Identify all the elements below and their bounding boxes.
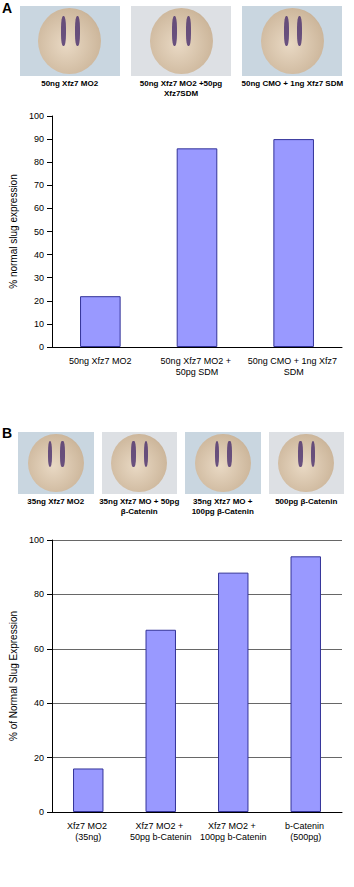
svg-text:Xfz7 MO2 +: Xfz7 MO2 +: [136, 821, 186, 831]
svg-text:80: 80: [34, 589, 44, 599]
html-text:B: B: [2, 425, 13, 441]
svg-text:50pg SDM: 50pg SDM: [176, 367, 219, 377]
svg-text:20: 20: [34, 753, 44, 763]
svg-text:20: 20: [34, 296, 44, 306]
svg-text:10: 10: [34, 319, 44, 329]
svg-text:50pg b-Catenin: 50pg b-Catenin: [130, 832, 192, 842]
svg-text:b-Catenin: b-Catenin: [285, 821, 327, 831]
svg-text:100: 100: [29, 111, 44, 121]
svg-text:0: 0: [39, 807, 44, 817]
svg-text:70: 70: [34, 180, 44, 190]
html-text:50ng Xfz7 MO2: 50ng Xfz7 MO2: [41, 79, 99, 88]
svg-text:100pg b-Catenin: 100pg b-Catenin: [200, 832, 267, 842]
svg-text:60: 60: [34, 203, 44, 213]
svg-text:50ng Xfz7 MO2 +: 50ng Xfz7 MO2 +: [161, 356, 234, 366]
svg-text:100: 100: [29, 535, 44, 545]
svg-text:50: 50: [34, 227, 44, 237]
html-text:35ng Xfz7 MO + 100pg β-Catenin: 35ng Xfz7 MO + 100pg β-Catenin: [191, 497, 254, 516]
html-text:50ng CMO + 1ng Xfz7 SDM: 50ng CMO + 1ng Xfz7 SDM: [241, 79, 344, 88]
svg-text:30: 30: [34, 273, 44, 283]
html-text:500pg β-Catenin: 500pg β-Catenin: [275, 497, 338, 506]
svg-text:(35ng): (35ng): [75, 832, 101, 842]
html-text:35ng Xfz7 MO + 50pg β-Catenin: 35ng Xfz7 MO + 50pg β-Catenin: [99, 497, 180, 516]
svg-text:% normal slug expression: % normal slug expression: [8, 174, 19, 289]
svg-text:40: 40: [34, 698, 44, 708]
svg-text:Xfz7 MO2 +: Xfz7 MO2 +: [208, 821, 258, 831]
svg-text:0: 0: [39, 342, 44, 352]
svg-text:80: 80: [34, 157, 44, 167]
svg-text:% of Normal Slug Expression: % of Normal Slug Expression: [8, 611, 19, 741]
svg-text:40: 40: [34, 250, 44, 260]
html-text:35ng Xfz7 MO2: 35ng Xfz7 MO2: [27, 497, 85, 506]
svg-text:90: 90: [34, 134, 44, 144]
svg-text:60: 60: [34, 644, 44, 654]
svg-text:(500pg): (500pg): [290, 832, 321, 842]
svg-text:Xfz7 MO2: Xfz7 MO2: [67, 821, 110, 831]
svg-text:SDM: SDM: [284, 367, 304, 377]
html-text:50ng Xfz7 MO2 +50pg Xfz7SDM: 50ng Xfz7 MO2 +50pg Xfz7SDM: [139, 79, 223, 98]
html-text:A: A: [2, 0, 13, 16]
svg-text:50ng Xfz7 MO2: 50ng Xfz7 MO2: [69, 356, 132, 366]
svg-text:50ng CMO + 1ng Xfz7: 50ng CMO + 1ng Xfz7: [248, 356, 340, 366]
